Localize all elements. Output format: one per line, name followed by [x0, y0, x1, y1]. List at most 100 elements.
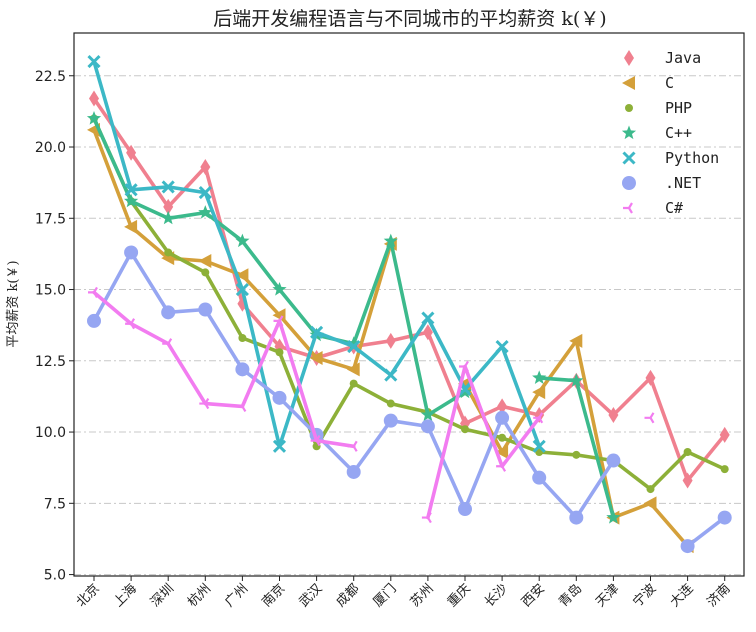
data-point	[198, 205, 213, 219]
x-tick-label: 青岛	[555, 581, 585, 611]
y-tick-label: 15.0	[35, 283, 66, 299]
x-tick-label: 武汉	[296, 581, 325, 610]
legend-marker	[621, 125, 637, 140]
grid-lines	[74, 75, 744, 576]
x-tick-label: 大连	[667, 581, 697, 611]
x-ticks: 北京 上海 深圳 杭州 广州 南京 武汉 成都 厦门 苏州 重庆 长沙 西安 青岛 天津 宁波 大连 济南	[74, 576, 734, 610]
data-point	[349, 379, 358, 388]
data-point	[235, 268, 249, 283]
data-point	[272, 439, 287, 453]
data-point	[384, 368, 398, 382]
data-point	[124, 245, 139, 260]
y-tick-label: 17.5	[35, 211, 66, 227]
data-point	[644, 412, 655, 424]
x-tick-label: 杭州	[185, 581, 214, 610]
data-point	[683, 448, 692, 457]
data-point	[496, 460, 507, 472]
y-tick-label: 12.5	[35, 354, 66, 370]
data-point	[87, 54, 101, 69]
legend-marker	[623, 202, 633, 214]
data-point	[606, 510, 621, 524]
series-layer	[86, 54, 732, 554]
data-point	[87, 313, 101, 328]
x-tick-label: 北京	[74, 581, 103, 610]
legend-marker	[625, 104, 633, 112]
data-point	[346, 464, 361, 479]
data-point	[346, 362, 360, 377]
data-point	[682, 472, 693, 489]
data-point	[421, 311, 435, 325]
x-tick-label: 南京	[259, 581, 289, 611]
data-point	[606, 453, 621, 468]
legend-label: PHP	[665, 99, 692, 117]
data-point	[161, 210, 176, 225]
data-point	[125, 318, 136, 330]
data-point	[272, 308, 286, 323]
data-point	[198, 302, 213, 317]
data-point	[347, 339, 361, 354]
data-point	[532, 370, 547, 384]
data-point	[124, 219, 138, 234]
data-point	[680, 539, 695, 554]
data-point	[198, 254, 212, 269]
x-tick-label: 长沙	[482, 581, 511, 610]
data-point	[198, 186, 212, 200]
data-point	[459, 360, 469, 373]
data-point	[720, 465, 729, 474]
data-point	[126, 144, 137, 161]
legend-label: C#	[665, 199, 683, 217]
data-point	[717, 510, 732, 525]
x-tick-label: 重庆	[444, 581, 474, 611]
data-point	[309, 350, 323, 365]
data-point	[420, 419, 435, 434]
x-tick-label: 西安	[519, 581, 548, 610]
y-tick-label: 5.0	[44, 568, 66, 584]
data-point	[201, 268, 210, 277]
series-c	[86, 111, 621, 524]
legend: Java C PHP C++ Python .NET C#	[621, 49, 719, 217]
y-ticks: 5.0 7.5 10.0 12.5 15.0 17.5 20.0 22.5	[35, 69, 74, 584]
series-net	[87, 245, 732, 554]
data-point	[238, 333, 247, 342]
legend-marker	[622, 151, 636, 165]
series-c	[88, 286, 655, 524]
data-point	[498, 433, 507, 442]
data-point	[643, 496, 657, 511]
data-point	[310, 325, 324, 339]
x-tick-label: 苏州	[407, 581, 437, 611]
data-point	[495, 339, 509, 354]
data-point	[162, 338, 173, 350]
y-tick-label: 7.5	[44, 496, 66, 512]
data-point	[533, 412, 544, 424]
data-point	[235, 282, 249, 297]
data-point	[608, 406, 619, 423]
data-point	[273, 315, 284, 327]
data-point	[645, 369, 656, 386]
data-point	[383, 233, 398, 248]
series-python	[87, 54, 546, 453]
data-point	[86, 111, 102, 125]
data-point	[161, 305, 176, 320]
x-tick-label: 厦门	[371, 581, 400, 610]
data-point	[569, 333, 583, 348]
data-point	[386, 399, 395, 408]
data-point	[124, 193, 139, 208]
series-line	[537, 376, 616, 520]
y-tick-label: 22.5	[35, 69, 66, 85]
data-point	[275, 348, 284, 357]
data-point	[199, 397, 210, 410]
series-line	[426, 364, 542, 520]
data-point	[161, 180, 175, 194]
legend-marker	[622, 176, 636, 190]
x-tick-label: 深圳	[148, 581, 177, 610]
data-point	[235, 362, 250, 377]
data-point	[200, 158, 211, 175]
series-line	[92, 116, 467, 417]
data-point	[236, 400, 247, 412]
data-point	[272, 282, 287, 296]
data-point	[532, 439, 546, 453]
y-tick-label: 10.0	[35, 425, 66, 441]
legend-marker	[622, 76, 635, 90]
x-tick-label: 济南	[704, 581, 734, 611]
